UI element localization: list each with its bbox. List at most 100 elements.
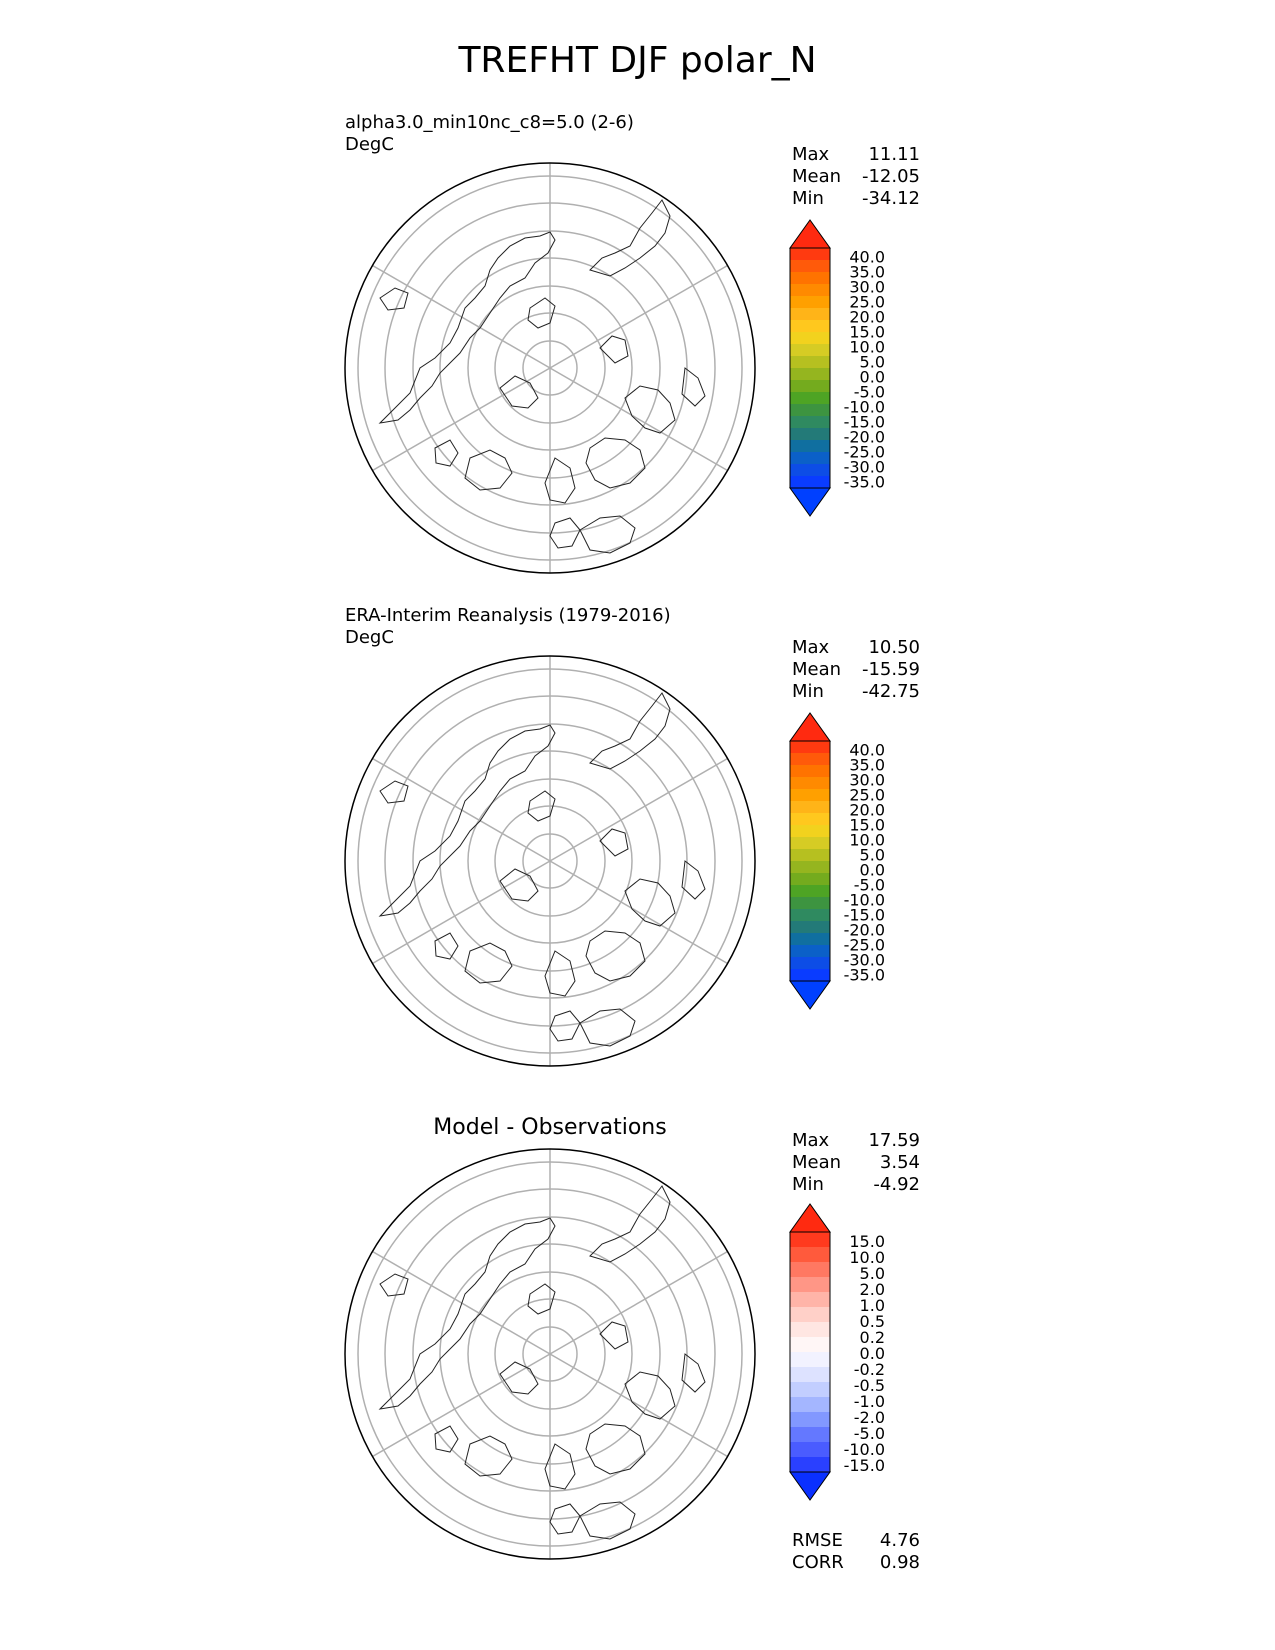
coastline bbox=[499, 1361, 539, 1395]
colorbar-tick-label: -10.0 bbox=[844, 890, 885, 909]
colorbar-band bbox=[790, 741, 830, 754]
colorbar-band bbox=[790, 392, 830, 405]
colorbar-tick-label: -5.0 bbox=[854, 1424, 885, 1443]
colorbar-band bbox=[790, 452, 830, 465]
colorbar-band bbox=[790, 1337, 830, 1353]
colorbar-under-triangle bbox=[789, 980, 831, 1010]
panel-3-polar-map bbox=[344, 1148, 756, 1560]
colorbar-band bbox=[790, 272, 830, 285]
coastline bbox=[527, 790, 556, 822]
colorbar-tick-label: -10.0 bbox=[844, 397, 885, 416]
colorbar-band bbox=[790, 332, 830, 345]
max-label: Max bbox=[792, 144, 830, 165]
colorbar-tick-label: 20.0 bbox=[849, 800, 885, 819]
mean-value: -15.59 bbox=[861, 659, 920, 680]
colorbar-tick-label: 15.0 bbox=[849, 1232, 885, 1251]
colorbar-band bbox=[790, 1457, 830, 1473]
meridian-line bbox=[549, 367, 728, 472]
colorbar-tick-label: 40.0 bbox=[849, 740, 885, 759]
colorbar-tick-label: -20.0 bbox=[844, 427, 885, 446]
panel-1-colorbar: 40.035.030.025.020.015.010.05.00.0-5.0-1… bbox=[789, 219, 885, 517]
colorbar-tick-label: 0.0 bbox=[860, 367, 885, 386]
colorbar-band bbox=[790, 308, 830, 321]
colorbar-band bbox=[790, 368, 830, 381]
colorbar-band bbox=[790, 260, 830, 273]
colorbar-tick-label: 2.0 bbox=[860, 1280, 885, 1299]
colorbar-band bbox=[790, 428, 830, 441]
colorbar-frame bbox=[789, 247, 831, 489]
colorbar-band bbox=[790, 969, 830, 982]
colorbar-band bbox=[790, 1307, 830, 1323]
coastline bbox=[499, 375, 539, 409]
panel-1-title-line1: alpha3.0_min10nc_c8=5.0 (2-6) bbox=[345, 112, 634, 133]
colorbar-band bbox=[790, 1442, 830, 1458]
colorbar-tick-label: -15.0 bbox=[844, 905, 885, 924]
colorbar-band bbox=[790, 849, 830, 862]
coastline bbox=[579, 515, 636, 554]
coastline bbox=[464, 1435, 513, 1477]
colorbar-band bbox=[790, 440, 830, 453]
colorbar-band bbox=[790, 933, 830, 946]
coastline bbox=[624, 1371, 676, 1420]
panel-2-stats: Max 10.50 Mean -15.59 Min -42.75 bbox=[792, 637, 920, 703]
corr-value: 0.98 bbox=[879, 1552, 920, 1573]
colorbar-under-triangle bbox=[789, 487, 831, 517]
coastlines bbox=[378, 692, 706, 1047]
colorbar-tick-label: -25.0 bbox=[844, 935, 885, 954]
colorbar-band bbox=[790, 1352, 830, 1368]
graticule bbox=[357, 1149, 743, 1559]
coastline bbox=[464, 942, 513, 984]
rmse-value: 4.76 bbox=[879, 1530, 920, 1551]
colorbar-band bbox=[790, 945, 830, 958]
coastline bbox=[579, 1501, 636, 1540]
coastline bbox=[378, 724, 556, 917]
coastlines bbox=[378, 199, 706, 554]
colorbar-tick-label: -5.0 bbox=[854, 875, 885, 894]
colorbar-frame bbox=[789, 740, 831, 982]
panel-3-stats: Max 17.59 Mean 3.54 Min -4.92 bbox=[792, 1130, 920, 1196]
colorbar-tick-label: -5.0 bbox=[854, 382, 885, 401]
colorbar-tick-label: 30.0 bbox=[849, 770, 885, 789]
colorbar-band bbox=[790, 1232, 830, 1248]
colorbar-tick-label: 20.0 bbox=[849, 307, 885, 326]
meridian-line bbox=[549, 1353, 728, 1458]
coastline bbox=[464, 449, 513, 491]
colorbar-over-triangle bbox=[789, 219, 831, 249]
coastline bbox=[549, 517, 581, 549]
colorbar-tick-label: 25.0 bbox=[849, 292, 885, 311]
max-label: Max bbox=[792, 637, 830, 658]
meridian-line bbox=[549, 860, 728, 965]
colorbar-band bbox=[790, 897, 830, 910]
panel-2-units: DegC bbox=[345, 627, 394, 648]
panel-1-stats: Max 11.11 Mean -12.05 Min -34.12 bbox=[792, 144, 920, 210]
colorbar-band bbox=[790, 1292, 830, 1308]
coastline bbox=[599, 335, 629, 364]
coastline bbox=[624, 385, 676, 434]
colorbar-band bbox=[790, 801, 830, 814]
colorbar-tick-label: 5.0 bbox=[860, 352, 885, 371]
colorbar-tick-label: 40.0 bbox=[849, 247, 885, 266]
colorbar-band bbox=[790, 789, 830, 802]
panel-2-title-line1: ERA-Interim Reanalysis (1979-2016) bbox=[345, 605, 671, 626]
colorbar-band bbox=[790, 296, 830, 309]
colorbar-tick-label: -15.0 bbox=[844, 1456, 885, 1475]
colorbar-tick-label: 15.0 bbox=[849, 322, 885, 341]
colorbar-tick-label: 10.0 bbox=[849, 830, 885, 849]
colorbar-tick-label: -15.0 bbox=[844, 412, 885, 431]
colorbar-under-triangle bbox=[789, 1471, 831, 1501]
coastline bbox=[585, 437, 646, 489]
meridian-line bbox=[549, 1250, 728, 1355]
colorbar-tick-label: 30.0 bbox=[849, 277, 885, 296]
colorbar-band bbox=[790, 464, 830, 477]
colorbar-tick-label: -25.0 bbox=[844, 442, 885, 461]
coastline bbox=[527, 1283, 556, 1315]
meridian-line bbox=[372, 367, 551, 472]
mean-label: Mean bbox=[792, 659, 842, 680]
diff-metrics: RMSE 4.76 CORR 0.98 bbox=[792, 1530, 920, 1574]
colorbar-band bbox=[790, 777, 830, 790]
panel-2-colorbar: 40.035.030.025.020.015.010.05.00.0-5.0-1… bbox=[789, 712, 885, 1010]
max-label: Max bbox=[792, 1130, 830, 1151]
min-value: -42.75 bbox=[861, 681, 920, 702]
colorbar-band bbox=[790, 416, 830, 429]
colorbar-band bbox=[790, 1382, 830, 1398]
